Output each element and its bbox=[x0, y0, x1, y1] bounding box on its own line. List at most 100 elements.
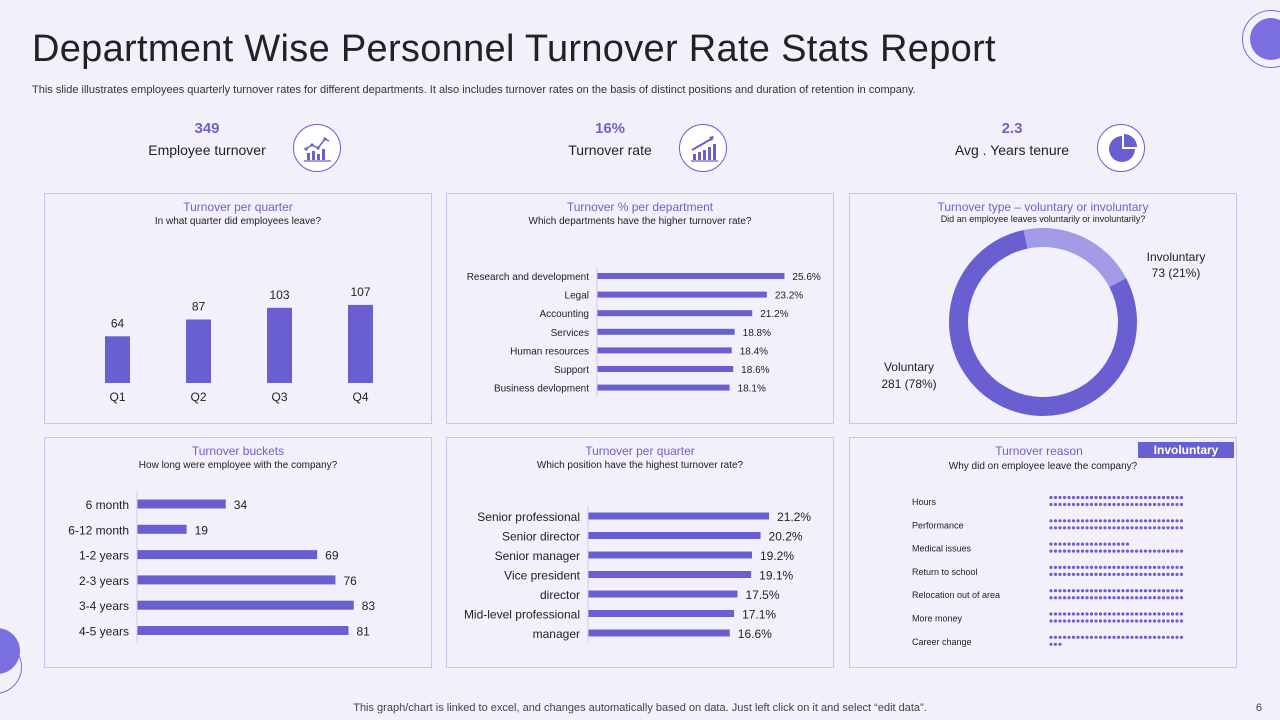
pictograph-dot bbox=[1117, 566, 1120, 569]
pictograph-dot bbox=[1130, 566, 1133, 569]
pictograph-dot bbox=[1049, 589, 1052, 592]
data-label: 25.6% bbox=[792, 272, 820, 283]
pictograph-dot bbox=[1085, 636, 1088, 639]
pictograph-dot bbox=[1067, 589, 1070, 592]
pictograph-dot bbox=[1130, 612, 1133, 615]
pictograph-dot bbox=[1166, 519, 1169, 522]
pictograph-dot bbox=[1130, 503, 1133, 506]
pictograph-dot bbox=[1166, 550, 1169, 553]
category-label: Performance bbox=[912, 520, 964, 530]
pictograph-dot bbox=[1085, 596, 1088, 599]
pictograph-dot bbox=[1058, 543, 1061, 546]
pictograph-dot bbox=[1153, 589, 1156, 592]
pictograph-dot bbox=[1094, 496, 1097, 499]
pictograph-dot bbox=[1067, 503, 1070, 506]
pictograph-dot bbox=[1171, 496, 1174, 499]
category-label: More money bbox=[912, 614, 963, 624]
pictograph-dot bbox=[1049, 550, 1052, 553]
pictograph-dot bbox=[1175, 566, 1178, 569]
pictograph-dot bbox=[1148, 550, 1151, 553]
pictograph-dot bbox=[1180, 550, 1183, 553]
data-label: 18.6% bbox=[741, 365, 769, 376]
pictograph-dot bbox=[1072, 589, 1075, 592]
pictograph-dot bbox=[1094, 566, 1097, 569]
kpi-label: Avg . Years tenure bbox=[922, 142, 1102, 158]
pictograph-dot bbox=[1175, 503, 1178, 506]
pictograph-dot bbox=[1090, 566, 1093, 569]
pictograph-dot bbox=[1112, 573, 1115, 576]
data-label: 18.1% bbox=[738, 384, 766, 395]
pictograph-dot bbox=[1126, 573, 1129, 576]
pictograph-dot bbox=[1099, 496, 1102, 499]
pictograph-dot bbox=[1063, 573, 1066, 576]
pictograph-dot bbox=[1180, 503, 1183, 506]
bar bbox=[588, 532, 761, 539]
x-tick-label: Q4 bbox=[352, 390, 368, 404]
pictograph-dot bbox=[1063, 496, 1066, 499]
pictograph-dot bbox=[1171, 619, 1174, 622]
pictograph-dot bbox=[1135, 550, 1138, 553]
pictograph-dot bbox=[1180, 566, 1183, 569]
pictograph-dot bbox=[1148, 596, 1151, 599]
pictograph-dot bbox=[1171, 589, 1174, 592]
pictograph-dot bbox=[1130, 589, 1133, 592]
footer-note: This graph/chart is linked to excel, and… bbox=[0, 702, 1280, 714]
pictograph-dot bbox=[1054, 550, 1057, 553]
pictograph-dot bbox=[1081, 619, 1084, 622]
pictograph-dot bbox=[1157, 566, 1160, 569]
pictograph-dot bbox=[1058, 612, 1061, 615]
data-label: 21.2% bbox=[760, 309, 788, 320]
pictograph-dot bbox=[1175, 612, 1178, 615]
pictograph-dot bbox=[1157, 596, 1160, 599]
pictograph-dot bbox=[1108, 519, 1111, 522]
pictograph-dot bbox=[1054, 566, 1057, 569]
pictograph-dot bbox=[1049, 619, 1052, 622]
pictograph-dot bbox=[1067, 526, 1070, 529]
pictograph-dot bbox=[1054, 612, 1057, 615]
pictograph-dot bbox=[1112, 550, 1115, 553]
pictograph-dot bbox=[1148, 573, 1151, 576]
type-donut-chart: Involuntary73 (21%)Voluntary281 (78%) bbox=[850, 194, 1236, 423]
pictograph-dot bbox=[1081, 526, 1084, 529]
pictograph-dot bbox=[1153, 619, 1156, 622]
kpi-turnover-rate: 16% Turnover rate bbox=[520, 120, 700, 158]
pictograph-dot bbox=[1121, 589, 1124, 592]
category-label: Career change bbox=[912, 637, 972, 647]
pictograph-dot bbox=[1049, 543, 1052, 546]
pictograph-dot bbox=[1108, 612, 1111, 615]
pictograph-dot bbox=[1126, 612, 1129, 615]
page-number: 6 bbox=[1256, 702, 1262, 714]
pictograph-dot bbox=[1076, 612, 1079, 615]
pictograph-dot bbox=[1180, 596, 1183, 599]
pictograph-dot bbox=[1063, 503, 1066, 506]
pictograph-dot bbox=[1135, 519, 1138, 522]
pictograph-dot bbox=[1166, 526, 1169, 529]
pictograph-dot bbox=[1099, 619, 1102, 622]
bar bbox=[597, 292, 767, 298]
pictograph-dot bbox=[1148, 619, 1151, 622]
kpi-employee-turnover: 349 Employee turnover bbox=[117, 120, 297, 158]
pictograph-dot bbox=[1112, 503, 1115, 506]
pictograph-dot bbox=[1112, 496, 1115, 499]
pictograph-dot bbox=[1157, 496, 1160, 499]
pictograph-dot bbox=[1099, 596, 1102, 599]
pictograph-dot bbox=[1121, 550, 1124, 553]
bar bbox=[137, 626, 349, 635]
pictograph-dot bbox=[1067, 596, 1070, 599]
pictograph-dot bbox=[1090, 612, 1093, 615]
pictograph-dot bbox=[1103, 612, 1106, 615]
pictograph-dot bbox=[1081, 550, 1084, 553]
pictograph-dot bbox=[1081, 543, 1084, 546]
pictograph-dot bbox=[1175, 636, 1178, 639]
pictograph-dot bbox=[1144, 619, 1147, 622]
pictograph-dot bbox=[1144, 636, 1147, 639]
pictograph-dot bbox=[1072, 543, 1075, 546]
pictograph-dot bbox=[1076, 566, 1079, 569]
kpi-years-tenure: 2.3 Avg . Years tenure bbox=[922, 120, 1102, 158]
category-label: Vice president bbox=[504, 569, 580, 583]
pictograph-dot bbox=[1153, 526, 1156, 529]
pictograph-dot bbox=[1135, 496, 1138, 499]
pictograph-dot bbox=[1117, 526, 1120, 529]
pictograph-dot bbox=[1099, 543, 1102, 546]
pictograph-dot bbox=[1153, 496, 1156, 499]
